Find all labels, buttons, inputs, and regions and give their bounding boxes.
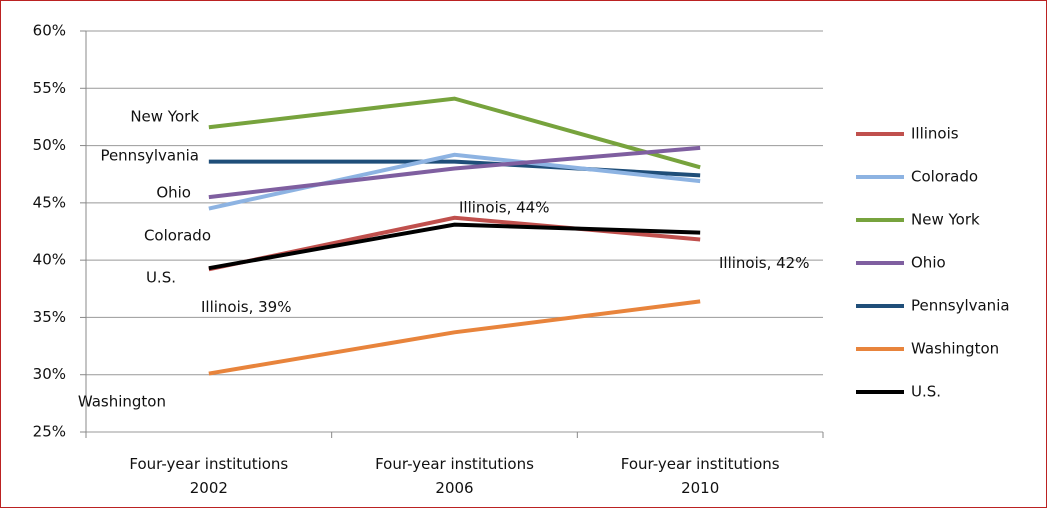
data-label: Illinois, 44% (459, 198, 549, 216)
y-tick-label: 60% (33, 22, 66, 40)
y-tick-label: 40% (33, 251, 66, 269)
y-tick-label: 25% (33, 423, 66, 441)
series-line (208, 145, 701, 200)
x-tick-label: Four-year institutions 2002 (129, 455, 289, 497)
annotation: Ohio (156, 184, 191, 202)
annotation: Colorado (144, 227, 211, 245)
annotation: Washington (78, 393, 166, 411)
series-line (208, 152, 701, 211)
legend-label: Ohio (911, 254, 946, 272)
series-line (208, 299, 701, 376)
y-tick-label: 45% (33, 193, 66, 211)
data-label: Illinois, 39% (201, 298, 291, 316)
y-tick-label: 55% (33, 79, 66, 97)
annotation: New York (130, 108, 199, 126)
y-tick-label: 50% (33, 136, 66, 154)
x-tick-label: Four-year institutions 2006 (375, 455, 534, 497)
series-line (208, 96, 701, 170)
legend-label: Illinois (911, 125, 959, 143)
series-line (208, 222, 701, 271)
y-tick-label: 35% (33, 308, 66, 326)
y-tick-label: 30% (33, 365, 66, 383)
annotation: Pennsylvania (100, 147, 199, 165)
x-tick-label: Four-year institutions 2010 (620, 455, 780, 497)
legend-label: Colorado (911, 168, 978, 186)
legend-label: Pennsylvania (911, 297, 1010, 315)
legend-label: U.S. (911, 383, 941, 401)
legend-label: New York (911, 211, 980, 229)
annotation: U.S. (146, 269, 176, 287)
legend-label: Washington (911, 340, 999, 358)
data-label: Illinois, 42% (719, 254, 809, 272)
